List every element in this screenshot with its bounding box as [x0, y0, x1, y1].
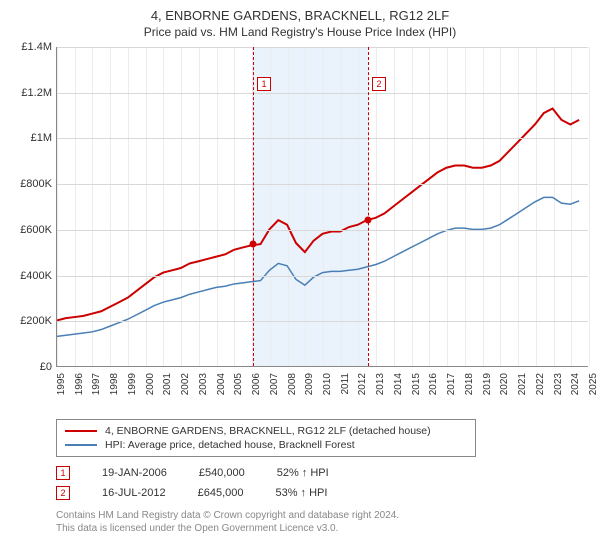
x-tick-label: 1999	[127, 373, 138, 395]
legend-label: HPI: Average price, detached house, Brac…	[105, 439, 355, 451]
x-tick-label: 2012	[357, 373, 368, 395]
x-tick-label: 2016	[428, 373, 439, 395]
transaction-pct: 52% ↑ HPI	[277, 467, 329, 479]
x-tick-label: 2002	[180, 373, 191, 395]
marker-dot-icon	[365, 216, 372, 223]
x-tick-label: 2018	[464, 373, 475, 395]
x-tick-label: 1997	[91, 373, 102, 395]
x-tick-label: 2008	[287, 373, 298, 395]
legend: 4, ENBORNE GARDENS, BRACKNELL, RG12 2LF …	[56, 419, 476, 457]
transaction-pct: 53% ↑ HPI	[275, 487, 327, 499]
x-tick-label: 2014	[393, 373, 404, 395]
chart-area: £0£200K£400K£600K£800K£1M£1.2M£1.4M 12 1…	[12, 47, 588, 417]
footer-line: This data is licensed under the Open Gov…	[56, 522, 588, 535]
x-tick-label: 2005	[233, 373, 244, 395]
transaction-date: 19-JAN-2006	[102, 467, 167, 479]
marker-vline	[253, 47, 254, 366]
x-tick-label: 2011	[340, 373, 351, 395]
legend-item: 4, ENBORNE GARDENS, BRACKNELL, RG12 2LF …	[65, 424, 467, 438]
y-tick-label: £800K	[20, 178, 52, 190]
transaction-price: £540,000	[199, 467, 245, 479]
x-tick-label: 2022	[535, 373, 546, 395]
transaction-marker-icon: 1	[56, 466, 70, 480]
transaction-date: 16-JUL-2012	[102, 487, 166, 499]
marker-vline	[368, 47, 369, 366]
x-tick-label: 1995	[56, 373, 67, 395]
y-tick-label: £1M	[31, 132, 52, 144]
y-tick-label: £1.4M	[21, 41, 52, 53]
gridline-h	[57, 184, 588, 185]
x-tick-label: 2000	[145, 373, 156, 395]
y-axis-labels: £0£200K£400K£600K£800K£1M£1.2M£1.4M	[12, 47, 56, 367]
x-tick-label: 2020	[499, 373, 510, 395]
marker-dot-icon	[249, 240, 256, 247]
line-series	[57, 47, 588, 366]
transaction-row: 2 16-JUL-2012 £645,000 53% ↑ HPI	[56, 483, 588, 503]
x-tick-label: 1998	[109, 373, 120, 395]
transaction-marker-icon: 2	[56, 486, 70, 500]
plot-area: 12	[56, 47, 588, 367]
x-tick-label: 2004	[216, 373, 227, 395]
x-tick-label: 2023	[553, 373, 564, 395]
y-tick-label: £0	[40, 361, 52, 373]
series-hpi	[57, 197, 579, 336]
x-tick-label: 2015	[411, 373, 422, 395]
x-tick-label: 2001	[162, 373, 173, 395]
x-tick-label: 2010	[322, 373, 333, 395]
marker-label-box: 2	[372, 77, 386, 91]
gridline-h	[57, 138, 588, 139]
x-tick-label: 2003	[198, 373, 209, 395]
chart-title: 4, ENBORNE GARDENS, BRACKNELL, RG12 2LF	[12, 8, 588, 23]
x-tick-label: 2021	[517, 373, 528, 395]
x-tick-label: 2024	[570, 373, 581, 395]
legend-swatch	[65, 444, 97, 446]
y-tick-label: £1.2M	[21, 87, 52, 99]
gridline-h	[57, 321, 588, 322]
y-tick-label: £600K	[20, 224, 52, 236]
gridline-v	[589, 47, 590, 366]
y-tick-label: £400K	[20, 270, 52, 282]
transaction-row: 1 19-JAN-2006 £540,000 52% ↑ HPI	[56, 463, 588, 483]
y-tick-label: £200K	[20, 315, 52, 327]
x-tick-label: 2019	[482, 373, 493, 395]
gridline-h	[57, 47, 588, 48]
footer-line: Contains HM Land Registry data © Crown c…	[56, 509, 588, 522]
transaction-price: £645,000	[198, 487, 244, 499]
gridline-h	[57, 93, 588, 94]
legend-label: 4, ENBORNE GARDENS, BRACKNELL, RG12 2LF …	[105, 425, 431, 437]
series-price_paid	[57, 109, 579, 321]
gridline-h	[57, 230, 588, 231]
x-tick-label: 2025	[588, 373, 599, 395]
x-tick-label: 2006	[251, 373, 262, 395]
gridline-h	[57, 276, 588, 277]
x-tick-label: 2013	[375, 373, 386, 395]
chart-subtitle: Price paid vs. HM Land Registry's House …	[12, 25, 588, 39]
legend-swatch	[65, 430, 97, 432]
x-tick-label: 1996	[74, 373, 85, 395]
x-axis-labels: 1995 1996 1997 1998 1999 2000 2001 2002 2003 2004…	[56, 369, 588, 417]
x-tick-label: 2009	[304, 373, 315, 395]
footer-attribution: Contains HM Land Registry data © Crown c…	[56, 509, 588, 535]
x-tick-label: 2017	[446, 373, 457, 395]
marker-label-box: 1	[257, 77, 271, 91]
legend-item: HPI: Average price, detached house, Brac…	[65, 438, 467, 452]
transaction-table: 1 19-JAN-2006 £540,000 52% ↑ HPI 2 16-JU…	[56, 463, 588, 503]
x-tick-label: 2007	[269, 373, 280, 395]
